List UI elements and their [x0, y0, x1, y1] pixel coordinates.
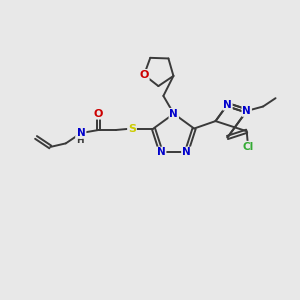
- Text: H: H: [76, 136, 83, 145]
- Text: N: N: [77, 128, 85, 138]
- Text: N: N: [182, 148, 191, 158]
- Text: O: O: [94, 109, 103, 119]
- Text: N: N: [223, 100, 232, 110]
- Text: N: N: [169, 109, 178, 119]
- Text: N: N: [242, 106, 251, 116]
- Text: O: O: [140, 70, 149, 80]
- Text: Cl: Cl: [243, 142, 254, 152]
- Text: S: S: [128, 124, 136, 134]
- Text: N: N: [157, 148, 166, 158]
